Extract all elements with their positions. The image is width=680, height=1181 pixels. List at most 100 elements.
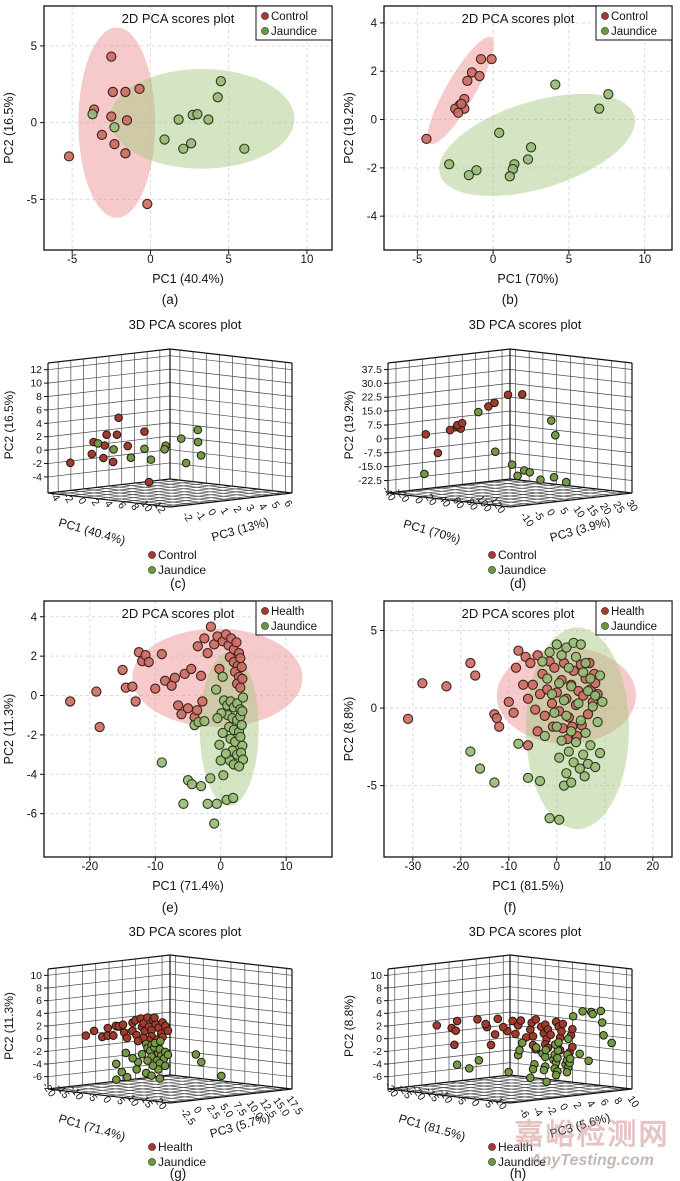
svg-text:30: 30 xyxy=(624,498,641,515)
svg-text:10: 10 xyxy=(638,254,651,266)
panel-h-3d-pca: -6 -4 -2 0 2 4 6 8 10 -30 -25 -20 -15 -10 -5 0 5 10 -6 -4 -2… xyxy=(340,923,680,1181)
svg-text:5: 5 xyxy=(371,625,377,637)
svg-text:3D PCA scores plot: 3D PCA scores plot xyxy=(129,317,242,332)
svg-text:0: 0 xyxy=(371,115,377,127)
svg-text:(h): (h) xyxy=(510,1166,527,1181)
chart-b-2d-scatter: -5 0 5 10 -4 -2 0 2 4 2D PCA scores plot PC1 (70%)… xyxy=(342,5,673,307)
svg-text:2: 2 xyxy=(89,497,102,509)
svg-text:-4: -4 xyxy=(27,769,38,781)
svg-text:0: 0 xyxy=(31,691,37,703)
svg-text:37.5: 37.5 xyxy=(362,364,383,376)
svg-text:10: 10 xyxy=(571,504,588,521)
svg-text:Control: Control xyxy=(158,548,197,562)
svg-text:PC1 (70%): PC1 (70%) xyxy=(497,272,558,286)
svg-text:PC3 (13%): PC3 (13%) xyxy=(210,515,270,545)
svg-text:-5: -5 xyxy=(367,781,377,793)
chart-f-2d-scatter: -30 -20 -10 0 10 20 -5 0 5 2D PCA scores plot PC1 … xyxy=(342,600,673,915)
svg-text:PC2 (11.3%): PC2 (11.3%) xyxy=(2,694,16,765)
svg-text:25: 25 xyxy=(610,499,627,516)
panel-g-3d-pca: -6 -4 -2 0 2 4 6 8 10 -20 -15 -10 -5 0 5 10 15 20 -2.5 0 2.5… xyxy=(0,923,340,1181)
panel-e-2d-pca: -20 -10 0 10 -6 -4 -2 0 2 4 2D PCA scores plot PC1 … xyxy=(0,593,340,923)
svg-text:8: 8 xyxy=(36,391,42,403)
svg-text:2: 2 xyxy=(376,1021,382,1033)
svg-text:4: 4 xyxy=(102,498,115,510)
svg-text:6: 6 xyxy=(36,404,42,416)
svg-text:-5: -5 xyxy=(412,254,422,266)
svg-text:-6: -6 xyxy=(33,1071,42,1083)
svg-text:5: 5 xyxy=(269,499,282,511)
svg-text:0: 0 xyxy=(191,1104,204,1116)
svg-text:0: 0 xyxy=(490,254,496,266)
svg-text:8: 8 xyxy=(128,501,141,513)
svg-text:0: 0 xyxy=(557,1101,570,1113)
panel-b-2d-pca: -5 0 5 10 -4 -2 0 2 4 2D PCA scores plot PC1 (70%)… xyxy=(340,0,680,315)
svg-text:20: 20 xyxy=(152,1096,169,1113)
svg-text:Control: Control xyxy=(271,11,308,23)
svg-text:PC2 (16.5%): PC2 (16.5%) xyxy=(2,391,16,460)
svg-text:0: 0 xyxy=(376,433,382,445)
svg-text:12: 12 xyxy=(151,500,168,517)
svg-text:Health: Health xyxy=(271,606,304,618)
svg-text:Control: Control xyxy=(611,11,648,23)
svg-text:4: 4 xyxy=(36,418,42,430)
svg-text:-6: -6 xyxy=(27,809,37,821)
svg-text:PC2 (11.3%): PC2 (11.3%) xyxy=(2,992,16,1060)
svg-text:-2: -2 xyxy=(60,491,75,506)
svg-text:-2: -2 xyxy=(543,1103,558,1118)
svg-text:5: 5 xyxy=(482,1099,495,1111)
svg-text:PC1 (70%): PC1 (70%) xyxy=(402,517,462,547)
svg-text:8: 8 xyxy=(611,1095,624,1107)
svg-text:0: 0 xyxy=(100,1094,113,1106)
svg-text:Health: Health xyxy=(611,606,644,618)
svg-text:20: 20 xyxy=(646,861,659,873)
svg-text:Jaundice: Jaundice xyxy=(611,621,657,633)
svg-text:0: 0 xyxy=(147,254,153,266)
svg-text:5: 5 xyxy=(114,1096,127,1108)
svg-text:(b): (b) xyxy=(502,292,519,307)
svg-text:(f): (f) xyxy=(504,900,517,915)
svg-text:-2: -2 xyxy=(373,1046,382,1058)
svg-text:PC1 (81.5%): PC1 (81.5%) xyxy=(492,879,564,893)
svg-text:-20: -20 xyxy=(82,861,99,873)
svg-text:6: 6 xyxy=(36,995,42,1007)
svg-text:-5: -5 xyxy=(27,194,37,206)
svg-text:Jaundice: Jaundice xyxy=(498,1155,546,1169)
svg-text:0: 0 xyxy=(554,861,560,873)
svg-text:4: 4 xyxy=(31,612,38,624)
svg-text:(d): (d) xyxy=(510,576,527,591)
svg-text:-10: -10 xyxy=(147,861,164,873)
svg-text:-2: -2 xyxy=(33,1046,42,1058)
svg-text:-2: -2 xyxy=(367,163,377,175)
panel-f-2d-pca: -30 -20 -10 0 10 20 -5 0 5 2D PCA scores plot PC1 … xyxy=(340,593,680,923)
svg-text:PC2 (19.2%): PC2 (19.2%) xyxy=(342,92,356,164)
svg-text:PC1 (71.4%): PC1 (71.4%) xyxy=(152,879,224,893)
svg-text:2: 2 xyxy=(36,1021,42,1033)
svg-text:0: 0 xyxy=(218,861,224,873)
svg-text:-30: -30 xyxy=(404,861,421,873)
svg-text:PC2 (8.8%): PC2 (8.8%) xyxy=(342,697,356,762)
svg-text:22.5: 22.5 xyxy=(362,392,383,404)
svg-text:2D PCA scores plot: 2D PCA scores plot xyxy=(122,606,235,621)
chart-a-2d-scatter: -5 0 5 10 -5 0 5 2D PCA scores plot PC1 (40.4%) P… xyxy=(2,5,333,307)
svg-text:0: 0 xyxy=(469,1097,482,1109)
svg-text:2: 2 xyxy=(571,1100,584,1112)
svg-text:PC3 (3.9%): PC3 (3.9%) xyxy=(548,514,611,545)
svg-text:-2: -2 xyxy=(33,458,42,470)
svg-text:-4: -4 xyxy=(33,471,42,483)
svg-text:4: 4 xyxy=(36,1008,42,1020)
svg-text:-20: -20 xyxy=(452,861,469,873)
svg-text:-4: -4 xyxy=(373,1059,382,1071)
svg-text:Health: Health xyxy=(498,1140,533,1154)
panel-d-3d-pca: -22.5 -15.0 -7.5 0 7.5 15.0 22.5 30.0 37.5 -40 -20… xyxy=(340,315,680,593)
svg-text:-6: -6 xyxy=(516,1106,531,1121)
svg-text:Jaundice: Jaundice xyxy=(271,26,317,38)
svg-text:(a): (a) xyxy=(162,292,179,307)
panel-c-3d-pca: -4 -2 0 2 4 6 8 10 12 -4 -2 0 2 4 6 8 10 12 -2 -1 0 1 2 3 4 5 6 PC1… xyxy=(0,315,340,593)
svg-text:0: 0 xyxy=(31,118,37,130)
svg-text:PC3 (5.6%): PC3 (5.6%) xyxy=(548,1110,611,1141)
svg-text:PC1 (40.4%): PC1 (40.4%) xyxy=(57,515,127,547)
svg-text:10: 10 xyxy=(30,378,42,390)
svg-text:10: 10 xyxy=(301,254,314,266)
